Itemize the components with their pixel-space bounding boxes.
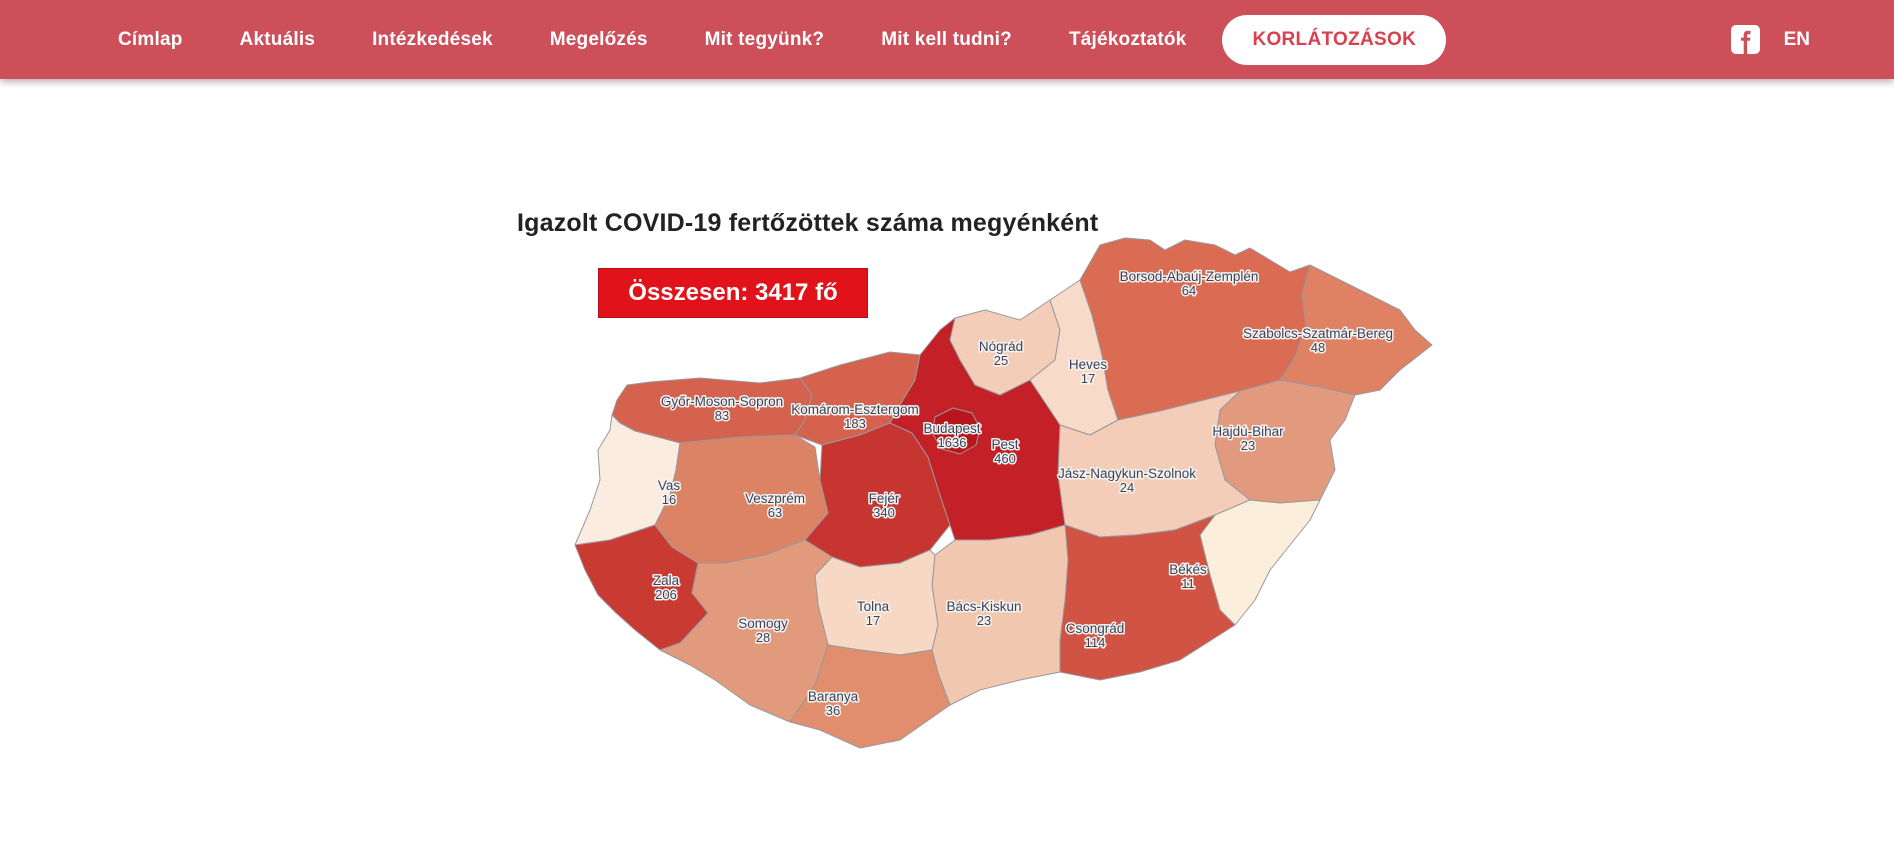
county-value-budapest: 1636 (938, 435, 967, 450)
county-label-szabolcs-szatmar-bereg: Szabolcs-Szatmár-Bereg (1243, 326, 1393, 341)
county-label-komarom-esztergom: Komárom-Esztergom (791, 402, 919, 417)
county-value-jasz-nagykun-szolnok: 24 (1120, 480, 1134, 495)
facebook-icon[interactable] (1730, 25, 1760, 54)
total-cases-badge: Összesen: 3417 fő (598, 268, 868, 318)
county-value-pest: 460 (994, 451, 1016, 466)
county-label-pest: Pest (991, 437, 1018, 452)
county-label-tolna: Tolna (857, 599, 890, 614)
county-shape-szabolcs-szatmar-bereg (1279, 264, 1433, 396)
county-value-csongrad: 114 (1085, 635, 1106, 650)
nav-item-tajekoztatok[interactable]: Tájékoztatók (1068, 28, 1187, 50)
county-value-baranya: 36 (826, 703, 840, 718)
top-navbar: Címlap Aktuális Intézkedések Megelőzés Mit t… (0, 0, 1894, 79)
county-value-nograd: 25 (994, 353, 1008, 368)
county-value-zala: 206 (655, 587, 677, 602)
county-label-vas: Vas (658, 478, 681, 493)
county-value-tolna: 17 (866, 613, 880, 628)
county-value-bacs-kiskun: 23 (977, 613, 991, 628)
nav-item-aktualis[interactable]: Aktuális (239, 28, 316, 50)
nav-menu: Címlap Aktuális Intézkedések Megelőzés Mit t… (118, 29, 1186, 51)
county-value-szabolcs-szatmar-bereg: 48 (1311, 340, 1325, 355)
county-shape-budapest (931, 407, 981, 455)
county-value-hajdu-bihar: 23 (1241, 438, 1255, 453)
county-label-bekes: Békés (1169, 562, 1207, 577)
nav-item-mit-kell-tudni[interactable]: Mit kell tudni? (881, 28, 1012, 50)
county-label-veszprem: Veszprém (745, 491, 805, 506)
county-shape-baranya (789, 644, 951, 749)
map-title: Igazolt COVID-19 fertőzöttek száma megyé… (517, 209, 1099, 237)
nav-item-mit-tegyunk[interactable]: Mit tegyünk? (704, 28, 825, 50)
county-label-baranya: Baranya (808, 689, 859, 704)
county-value-heves: 17 (1081, 371, 1095, 386)
county-label-borsod-abauj-zemplen: Borsod-Abaúj-Zemplén (1120, 269, 1259, 284)
county-label-bacs-kiskun: Bács-Kiskun (946, 599, 1021, 614)
county-label-heves: Heves (1069, 357, 1108, 372)
hungary-map-svg: Győr-Moson-Sopron83Vas16Zala206Veszprém6… (574, 237, 1433, 749)
county-label-nograd: Nógrád (979, 339, 1023, 354)
language-toggle[interactable]: EN (1783, 28, 1810, 50)
korlatozasok-button[interactable]: KORLÁTOZÁSOK (1222, 14, 1447, 65)
nav-item-megelozes[interactable]: Megelőzés (549, 28, 648, 50)
county-label-jasz-nagykun-szolnok: Jász-Nagykun-Szolnok (1058, 466, 1196, 481)
county-label-budapest: Budapest (923, 421, 980, 436)
county-value-fejer: 340 (873, 505, 895, 520)
county-label-hajdu-bihar: Hajdú-Bihar (1212, 424, 1284, 439)
county-value-somogy: 28 (756, 630, 770, 645)
county-value-bekes: 11 (1181, 576, 1195, 591)
county-label-gyor-moson-sopron: Győr-Moson-Sopron (661, 394, 783, 409)
county-label-fejer: Fejér (869, 491, 900, 506)
nav-right-group: EN (1730, 25, 1810, 54)
county-value-gyor-moson-sopron: 83 (715, 408, 729, 423)
nav-item-intezkedesek[interactable]: Intézkedések (372, 28, 493, 50)
county-value-veszprem: 63 (768, 505, 782, 520)
county-label-zala: Zala (653, 573, 680, 588)
county-value-borsod-abauj-zemplen: 64 (1182, 283, 1196, 298)
nav-item-cimlap[interactable]: Címlap (118, 28, 183, 50)
county-value-vas: 16 (662, 492, 676, 507)
county-label-somogy: Somogy (738, 616, 788, 631)
county-shape-hajdu-bihar (1214, 379, 1356, 504)
county-value-komarom-esztergom: 183 (844, 416, 866, 431)
county-shape-bacs-kiskun (931, 524, 1069, 706)
county-label-csongrad: Csongrád (1066, 621, 1125, 636)
